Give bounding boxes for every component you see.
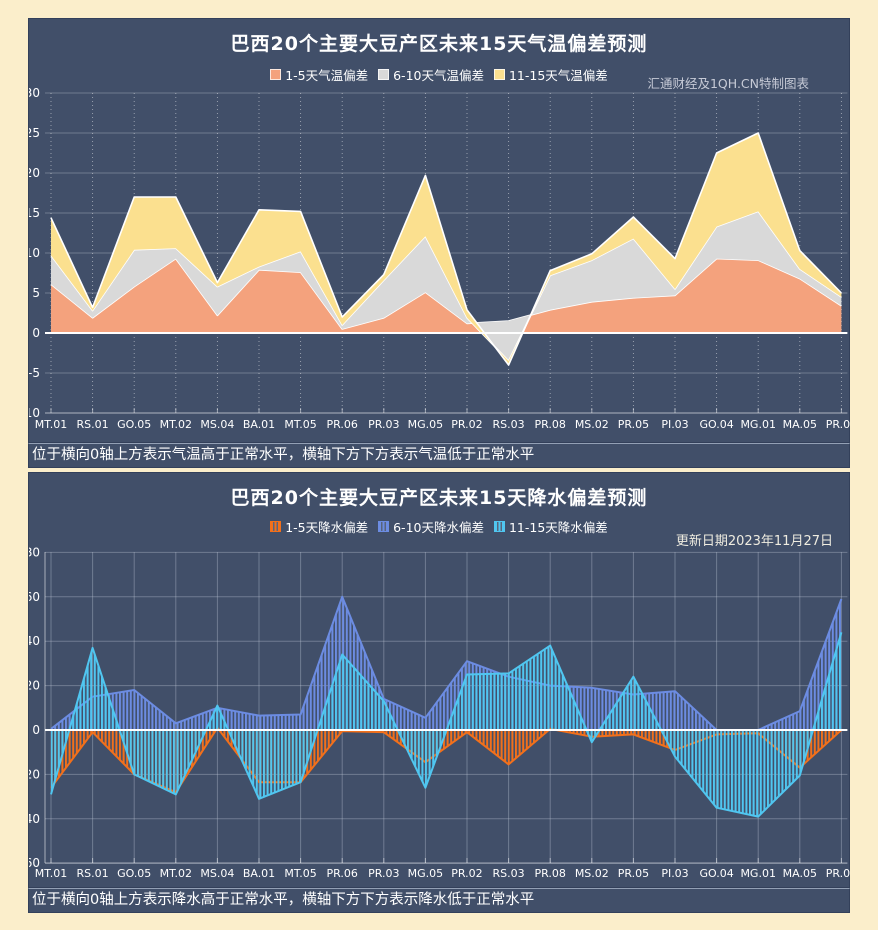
x-axis-label: MS.04 xyxy=(200,867,234,880)
y-axis-label: -10 xyxy=(29,406,40,420)
legend-swatch-temp-6-10 xyxy=(378,69,390,80)
y-axis-label: 0 xyxy=(32,723,40,737)
temperature-panel: -10 -5 0 5 10 15 20 25 30 MT.01 RS.01 GO.05 MT.02 MS.… xyxy=(28,18,851,443)
x-axis-label: BA.01 xyxy=(243,418,275,431)
x-axis-label: MT.02 xyxy=(160,418,192,431)
edge-area-precip-11-15 xyxy=(50,632,843,818)
source-watermark: 汇通财经及1QH.CN特制图表 xyxy=(647,76,809,91)
y-axis-label: -5 xyxy=(29,366,40,380)
temperature-legend: 1-5天气温偏差 6-10天气温偏差 11-15天气温偏差 xyxy=(29,65,849,84)
x-axis-label: MT.05 xyxy=(284,867,316,880)
area-temp-11-15 xyxy=(51,133,842,365)
x-axis-label: MT.01 xyxy=(35,418,67,431)
x-axis-label: PI.03 xyxy=(661,867,688,880)
precipitation-legend: 1-5天降水偏差 6-10天降水偏差 11-15天降水偏差 xyxy=(29,517,849,536)
x-axis-label: GO.05 xyxy=(117,418,151,431)
x-axis-label: MT.02 xyxy=(160,867,192,880)
y-axis-label: 40 xyxy=(29,634,40,648)
y-axis-label: 5 xyxy=(32,286,40,300)
x-axis-label: PR.05 xyxy=(618,867,649,880)
x-axis-label: PI.03 xyxy=(661,418,688,431)
x-axis-label: BA.01 xyxy=(243,867,275,880)
x-axis-label: MG.01 xyxy=(740,418,776,431)
y-axis-label: 10 xyxy=(29,246,40,260)
x-axis-label: MA.05 xyxy=(783,418,817,431)
precipitation-panel: -60 -40 -20 0 20 40 60 80 MT.01 RS.01 GO.05 MT.02 MS… xyxy=(28,472,851,888)
legend-label-temp-11-15: 11-15天气温偏差 xyxy=(508,68,608,83)
y-axis-label: 25 xyxy=(29,126,40,140)
legend-label-temp-1-5: 1-5天气温偏差 xyxy=(285,68,369,83)
x-axis-label: MG.05 xyxy=(408,867,444,880)
x-axis-label: MT.05 xyxy=(284,418,316,431)
update-date-watermark: 更新日期2023年11月27日 xyxy=(675,534,833,549)
temperature-chart-canvas: -10 -5 0 5 10 15 20 25 30 MT.01 RS.01 GO.05 MT.02 MS.… xyxy=(29,86,851,431)
legend-swatch-temp-11-15 xyxy=(493,69,505,80)
legend-item-temp-6-10: 6-10天气温偏差 xyxy=(378,65,484,84)
legend-item-precip-6-10: 6-10天降水偏差 xyxy=(378,517,484,536)
legend-item-precip-11-15: 11-15天降水偏差 xyxy=(493,517,608,536)
y-axis-label: 30 xyxy=(29,86,40,100)
x-axis-label: GO.04 xyxy=(699,867,733,880)
legend-swatch-temp-1-5 xyxy=(270,69,282,80)
legend-item-temp-1-5: 1-5天气温偏差 xyxy=(270,65,368,84)
x-axis-label: MT.01 xyxy=(35,867,67,880)
precipitation-footnote-bar: 位于横向0轴上方表示降水高于正常水平，横轴下方下方表示降水低于正常水平 xyxy=(28,888,850,913)
x-axis-label: PR.07 xyxy=(826,418,851,431)
area-precip-11-15 xyxy=(51,632,842,817)
x-axis-label: MG.05 xyxy=(408,418,444,431)
x-axis-label: PR.08 xyxy=(535,418,566,431)
precipitation-chart-canvas: -60 -40 -20 0 20 40 60 80 MT.01 RS.01 GO.05 MT.02 MS… xyxy=(29,545,851,880)
y-axis-label: 20 xyxy=(29,679,40,693)
x-axis-label: MS.04 xyxy=(200,418,234,431)
precipitation-chart-title: 巴西20个主要大豆产区未来15天降水偏差预测 xyxy=(230,487,648,509)
x-axis-label: PR.06 xyxy=(327,418,358,431)
y-axis-label: -20 xyxy=(29,767,40,781)
x-axis-label: RS.01 xyxy=(77,418,109,431)
y-axis-label: -60 xyxy=(29,856,40,870)
legend-label-precip-1-5: 1-5天降水偏差 xyxy=(285,520,369,535)
x-axis-label: RS.03 xyxy=(493,867,525,880)
y-axis-label: 20 xyxy=(29,166,40,180)
x-axis-label: PR.03 xyxy=(368,867,399,880)
y-axis-label: 15 xyxy=(29,206,40,220)
x-axis-label: PR.07 xyxy=(826,867,851,880)
edge-temp-11-15 xyxy=(50,132,842,366)
legend-label-precip-6-10: 6-10天降水偏差 xyxy=(393,520,484,535)
x-axis-label: PR.03 xyxy=(368,418,399,431)
y-axis-label: 80 xyxy=(29,545,40,559)
y-axis-label: 60 xyxy=(29,590,40,604)
legend-label-temp-6-10: 6-10天气温偏差 xyxy=(393,68,484,83)
x-axis-label: RS.01 xyxy=(77,867,109,880)
legend-swatch-precip-11-15 xyxy=(493,521,505,532)
area-temp-6-10 xyxy=(51,211,842,361)
x-axis-label: GO.05 xyxy=(117,867,151,880)
y-axis-label: -40 xyxy=(29,812,40,826)
x-axis-label: MG.01 xyxy=(740,867,776,880)
x-axis-label: MS.02 xyxy=(575,867,609,880)
x-axis-label: MA.05 xyxy=(783,867,817,880)
x-axis-label: PR.06 xyxy=(327,867,358,880)
area-temp-1-5 xyxy=(51,258,842,333)
legend-item-precip-1-5: 1-5天降水偏差 xyxy=(270,517,368,536)
x-axis-label: PR.08 xyxy=(535,867,566,880)
legend-swatch-precip-1-5 xyxy=(270,521,282,532)
y-axis-label: 0 xyxy=(32,326,40,340)
x-axis-label: RS.03 xyxy=(493,418,525,431)
x-axis-label: GO.04 xyxy=(699,418,733,431)
x-axis-label: PR.05 xyxy=(618,418,649,431)
area-precip-6-10 xyxy=(51,596,842,730)
edge-area-precip-6-10 xyxy=(50,595,843,731)
x-axis-label: PR.02 xyxy=(451,418,482,431)
legend-label-precip-11-15: 11-15天降水偏差 xyxy=(508,520,608,535)
temperature-chart-title: 巴西20个主要大豆产区未来15天气温偏差预测 xyxy=(230,33,648,55)
x-axis-label: MS.02 xyxy=(575,418,609,431)
legend-swatch-precip-6-10 xyxy=(378,521,390,532)
legend-item-temp-11-15: 11-15天气温偏差 xyxy=(493,65,608,84)
temperature-footnote-bar: 位于横向0轴上方表示气温高于正常水平，横轴下方下方表示气温低于正常水平 xyxy=(28,443,850,468)
x-axis-label: PR.02 xyxy=(451,867,482,880)
